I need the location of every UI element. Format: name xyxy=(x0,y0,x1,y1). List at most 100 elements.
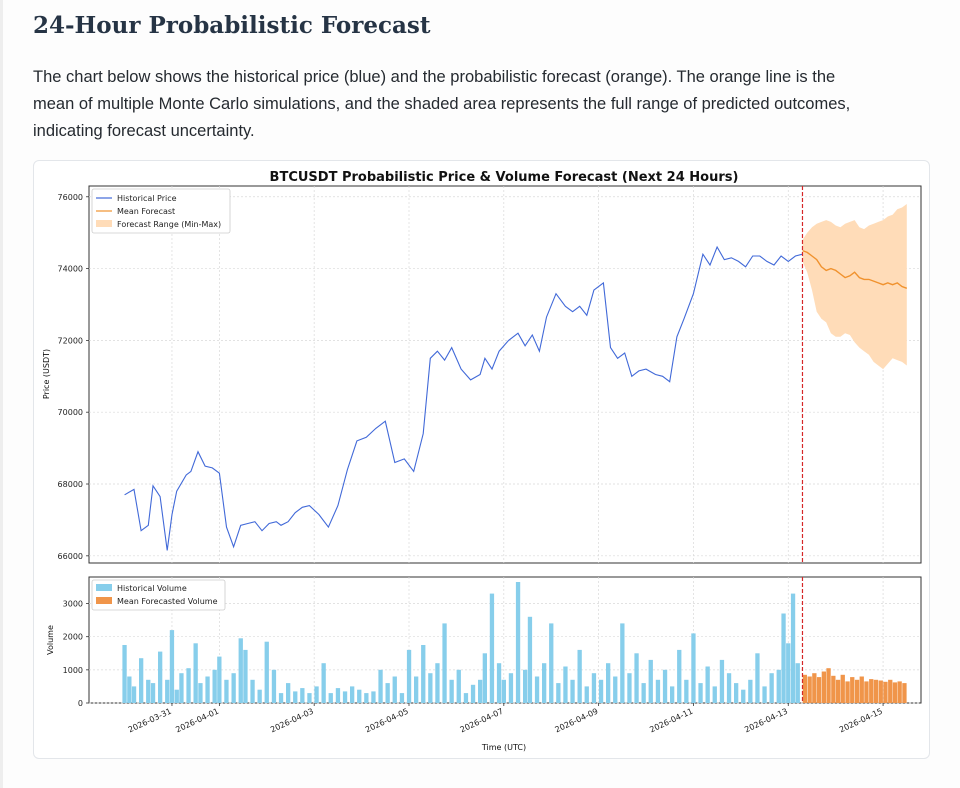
historical-volume-bar xyxy=(278,693,284,703)
xtick-label: 2026-04-07 xyxy=(459,707,505,735)
historical-volume-bar xyxy=(321,663,326,703)
historical-volume-bar xyxy=(620,623,625,703)
historical-volume-bar xyxy=(335,688,341,703)
historical-volume-bar xyxy=(428,673,433,703)
xtick-label: 2026-04-03 xyxy=(269,707,315,735)
historical-volume-bar xyxy=(257,689,262,703)
price-y-ticks: 66000 68000 70000 72000 74000 76000 xyxy=(58,193,89,561)
historical-volume-bar xyxy=(350,686,355,703)
historical-volume-bar xyxy=(414,676,419,703)
historical-volume-bar xyxy=(286,683,291,703)
historical-volume-bar xyxy=(670,686,675,703)
chart-card: BTCUSDT Probabilistic Price & Volume For… xyxy=(33,160,930,759)
price-gridlines xyxy=(89,186,921,563)
historical-volume-bar xyxy=(527,616,533,703)
historical-volume-bar xyxy=(762,686,767,703)
forecast-volume-bar xyxy=(831,675,836,703)
volume-legend: Historical Volume Mean Forecasted Volume xyxy=(91,579,226,611)
historical-volume-bar xyxy=(584,686,589,703)
historical-volume-bar xyxy=(158,651,163,703)
legend-historical-price-label: Historical Price xyxy=(117,194,177,203)
historical-volume-bar xyxy=(482,653,487,703)
historical-volume-bar xyxy=(217,656,222,703)
forecast-volume-bar xyxy=(892,682,898,703)
historical-volume-bar xyxy=(127,676,132,703)
forecast-volume-bar xyxy=(807,676,812,703)
price-ytick-label: 74000 xyxy=(58,265,83,274)
legend-forecast-volume-swatch xyxy=(96,597,112,604)
forecast-volume-bar xyxy=(902,683,907,703)
historical-volume-bar xyxy=(146,679,151,703)
forecast-volume-bar xyxy=(835,679,841,703)
historical-volume-bar xyxy=(150,683,156,703)
historical-volume-bar xyxy=(307,693,312,703)
legend-mean-forecast-label: Mean Forecast xyxy=(117,207,175,216)
legend-forecast-range-label: Forecast Range (Min-Max) xyxy=(117,220,221,229)
historical-volume-bar xyxy=(212,669,217,703)
volume-ytick-label: 3000 xyxy=(63,600,83,609)
price-legend: Historical Price Mean Forecast Forecast … xyxy=(91,188,231,234)
historical-volume-bar xyxy=(193,643,198,703)
forecast-volume-bar xyxy=(878,680,883,703)
historical-volume-bar xyxy=(719,659,725,703)
historical-volume-bar xyxy=(790,593,796,703)
historical-volume-bar xyxy=(406,649,412,703)
volume-ytick-label: 1000 xyxy=(63,666,83,675)
historical-volume-bar xyxy=(169,630,175,703)
historical-volume-bar xyxy=(328,693,333,703)
historical-volume-bar xyxy=(478,679,483,703)
historical-volume-bar xyxy=(705,666,710,703)
historical-volume-bar xyxy=(399,693,405,703)
historical-volume-bar xyxy=(641,683,646,703)
historical-volume-bar xyxy=(392,676,397,703)
x-axis-ticks: 2026-03-31 2026-04-01 2026-04-03 2026-04-05… xyxy=(127,703,884,734)
historical-volume-bar xyxy=(496,663,502,703)
historical-volume-bar xyxy=(748,679,753,703)
forecast-volume-bar xyxy=(864,681,869,703)
historical-volume-bar xyxy=(198,683,203,703)
historical-volume-bar xyxy=(734,683,739,703)
volume-ytick-label: 2000 xyxy=(63,633,83,642)
historical-volume-bar xyxy=(435,663,440,703)
historical-volume-bar xyxy=(634,653,639,703)
volume-y-ticks: 0 1000 2000 3000 xyxy=(63,600,89,708)
historical-volume-bar xyxy=(371,691,376,703)
volume-ytick-label: 0 xyxy=(78,699,83,708)
historical-volume-bar xyxy=(781,613,786,703)
xtick-label: 2026-04-01 xyxy=(174,707,220,735)
xtick-label: 2026-04-11 xyxy=(648,707,694,735)
page-description: The chart below shows the historical pri… xyxy=(33,68,851,140)
historical-volume-bar xyxy=(795,663,800,703)
historical-volume-bar xyxy=(755,653,760,703)
historical-volume-bar xyxy=(523,669,528,703)
historical-volume-bar xyxy=(549,623,554,703)
price-panel xyxy=(88,185,922,564)
historical-volume-bar xyxy=(769,673,774,703)
mean-forecast-line xyxy=(802,249,908,289)
forecast-volume-bar xyxy=(883,681,888,703)
historical-volume-bar xyxy=(470,684,476,703)
forecast-volume-bar xyxy=(873,679,879,703)
historical-volume-bar xyxy=(489,593,495,703)
x-axis-label: Time (UTC) xyxy=(481,743,526,752)
historical-volume-bar xyxy=(463,693,469,703)
historical-volume-bar xyxy=(421,645,426,703)
legend-forecast-volume-label: Mean Forecasted Volume xyxy=(117,597,218,606)
price-ytick-label: 70000 xyxy=(58,408,83,417)
historical-volume-bar xyxy=(648,659,653,703)
historical-volume-bar xyxy=(515,582,521,703)
historical-volume-bar xyxy=(385,683,390,703)
historical-volume-bar xyxy=(357,689,362,703)
forecast-volume-bar xyxy=(816,677,822,703)
historical-volume-bar xyxy=(776,669,781,703)
historical-volume-bar xyxy=(712,686,717,703)
historical-volume-bar xyxy=(442,623,447,703)
historical-volume-bar xyxy=(342,691,348,703)
historical-volume-bar xyxy=(726,673,732,703)
historical-volume-bar xyxy=(122,645,127,703)
volume-y-axis-label: Volume xyxy=(46,625,55,655)
historical-price-line xyxy=(124,245,803,551)
legend-forecast-range-swatch xyxy=(96,220,112,227)
historical-volume-bar xyxy=(655,679,661,703)
historical-volume-bar xyxy=(205,676,210,703)
